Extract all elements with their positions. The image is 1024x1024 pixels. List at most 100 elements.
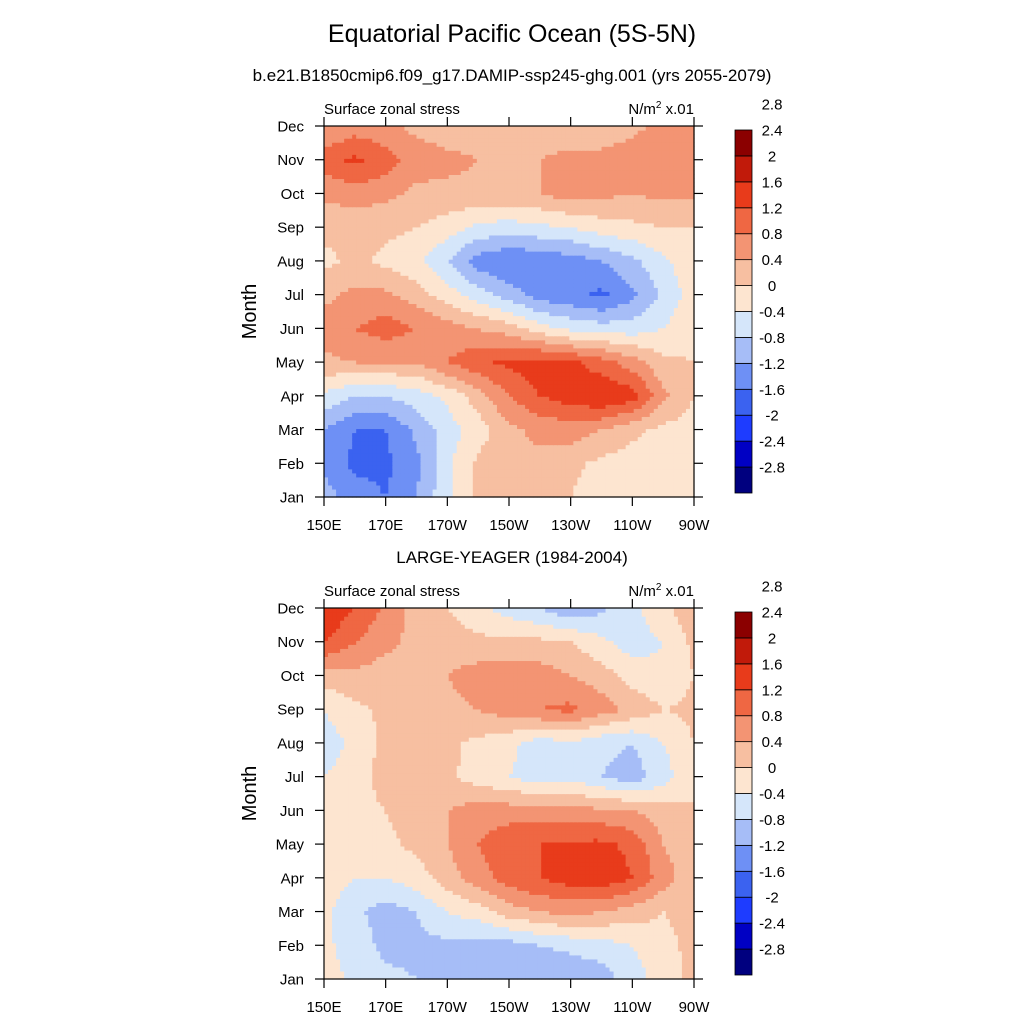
contour-cell bbox=[602, 388, 607, 393]
contour-cell bbox=[501, 400, 506, 405]
contour-cell bbox=[457, 295, 462, 300]
contour-cell bbox=[622, 356, 627, 361]
contour-cell bbox=[593, 344, 598, 349]
contour-cell bbox=[654, 392, 659, 397]
contour-cell bbox=[585, 400, 590, 405]
contour-cell bbox=[614, 489, 619, 494]
contour-cell bbox=[388, 348, 393, 353]
contour-cell bbox=[557, 348, 562, 353]
contour-cell bbox=[589, 408, 594, 413]
contour-cell bbox=[421, 336, 426, 341]
contour-cell bbox=[485, 360, 490, 365]
contour-cell bbox=[614, 428, 619, 433]
contour-cell bbox=[658, 348, 663, 353]
contour-cell bbox=[638, 312, 643, 317]
contour-cell bbox=[529, 392, 534, 397]
contour-cell bbox=[585, 344, 590, 349]
contour-cell bbox=[533, 291, 538, 296]
contour-cell bbox=[513, 332, 518, 337]
contour-cell bbox=[638, 340, 643, 345]
contour-cell bbox=[465, 344, 470, 349]
contour-cell bbox=[328, 307, 333, 312]
contour-cell bbox=[529, 384, 534, 389]
contour-cell bbox=[650, 449, 655, 454]
contour-cell bbox=[461, 432, 466, 437]
contour-cell bbox=[682, 420, 687, 425]
contour-cell bbox=[549, 432, 554, 437]
contour-cell bbox=[654, 473, 659, 478]
contour-cell bbox=[360, 368, 365, 373]
contour-cell bbox=[412, 283, 417, 288]
contour-cell bbox=[513, 441, 518, 446]
contour-cell bbox=[537, 360, 542, 365]
contour-cell bbox=[433, 465, 438, 470]
contour-cell bbox=[360, 328, 365, 333]
contour-cell bbox=[654, 408, 659, 413]
contour-cell bbox=[529, 473, 534, 478]
contour-cell bbox=[557, 477, 562, 482]
contour-cell bbox=[376, 416, 381, 421]
contour-cell bbox=[557, 380, 562, 385]
contour-cell bbox=[682, 432, 687, 437]
contour-cell bbox=[577, 352, 582, 357]
contour-cell bbox=[344, 336, 349, 341]
contour-cell bbox=[392, 453, 397, 458]
contour-cell bbox=[417, 461, 422, 466]
contour-cell bbox=[525, 457, 530, 462]
contour-cell bbox=[585, 320, 590, 325]
contour-cell bbox=[493, 328, 498, 333]
contour-cell bbox=[509, 388, 514, 393]
contour-cell bbox=[634, 473, 639, 478]
contour-cell bbox=[501, 473, 506, 478]
contour-cell bbox=[328, 312, 333, 317]
contour-cell bbox=[618, 461, 623, 466]
contour-cell bbox=[602, 336, 607, 341]
contour-cell bbox=[449, 283, 454, 288]
contour-cell bbox=[392, 324, 397, 329]
contour-cell bbox=[417, 384, 422, 389]
contour-cell bbox=[417, 283, 422, 288]
contour-cell bbox=[597, 360, 602, 365]
contour-cell bbox=[585, 368, 590, 373]
contour-cell bbox=[461, 316, 466, 321]
contour-cell bbox=[356, 416, 361, 421]
contour-cell bbox=[400, 372, 405, 377]
contour-cell bbox=[497, 465, 502, 470]
contour-cell bbox=[581, 416, 586, 421]
contour-cell bbox=[372, 291, 377, 296]
contour-cell bbox=[537, 392, 542, 397]
contour-cell bbox=[364, 477, 369, 482]
contour-cell bbox=[593, 485, 598, 490]
contour-cell bbox=[549, 324, 554, 329]
contour-cell bbox=[505, 388, 510, 393]
contour-cell bbox=[477, 312, 482, 317]
contour-cell bbox=[525, 416, 530, 421]
contour-cell bbox=[501, 344, 506, 349]
contour-cell bbox=[344, 303, 349, 308]
contour-cell bbox=[509, 437, 514, 442]
contour-cell bbox=[368, 283, 373, 288]
contour-cell bbox=[674, 445, 679, 450]
contour-cell bbox=[638, 473, 643, 478]
contour-cell bbox=[642, 457, 647, 462]
contour-cell bbox=[372, 428, 377, 433]
contour-cell bbox=[388, 360, 393, 365]
contour-cell bbox=[626, 324, 631, 329]
contour-cell bbox=[670, 412, 675, 417]
contour-cell bbox=[477, 283, 482, 288]
contour-cell bbox=[509, 408, 514, 413]
contour-cell bbox=[541, 445, 546, 450]
contour-cell bbox=[589, 283, 594, 288]
contour-cell bbox=[380, 348, 385, 353]
contour-cell bbox=[561, 384, 566, 389]
contour-cell bbox=[606, 384, 611, 389]
contour-cell bbox=[384, 404, 389, 409]
contour-cell bbox=[573, 400, 578, 405]
contour-cell bbox=[481, 485, 486, 490]
contour-cell bbox=[602, 291, 607, 296]
contour-cell bbox=[433, 412, 438, 417]
contour-cell bbox=[569, 324, 574, 329]
contour-cell bbox=[682, 437, 687, 442]
contour-cell bbox=[501, 432, 506, 437]
contour-cell bbox=[557, 316, 562, 321]
